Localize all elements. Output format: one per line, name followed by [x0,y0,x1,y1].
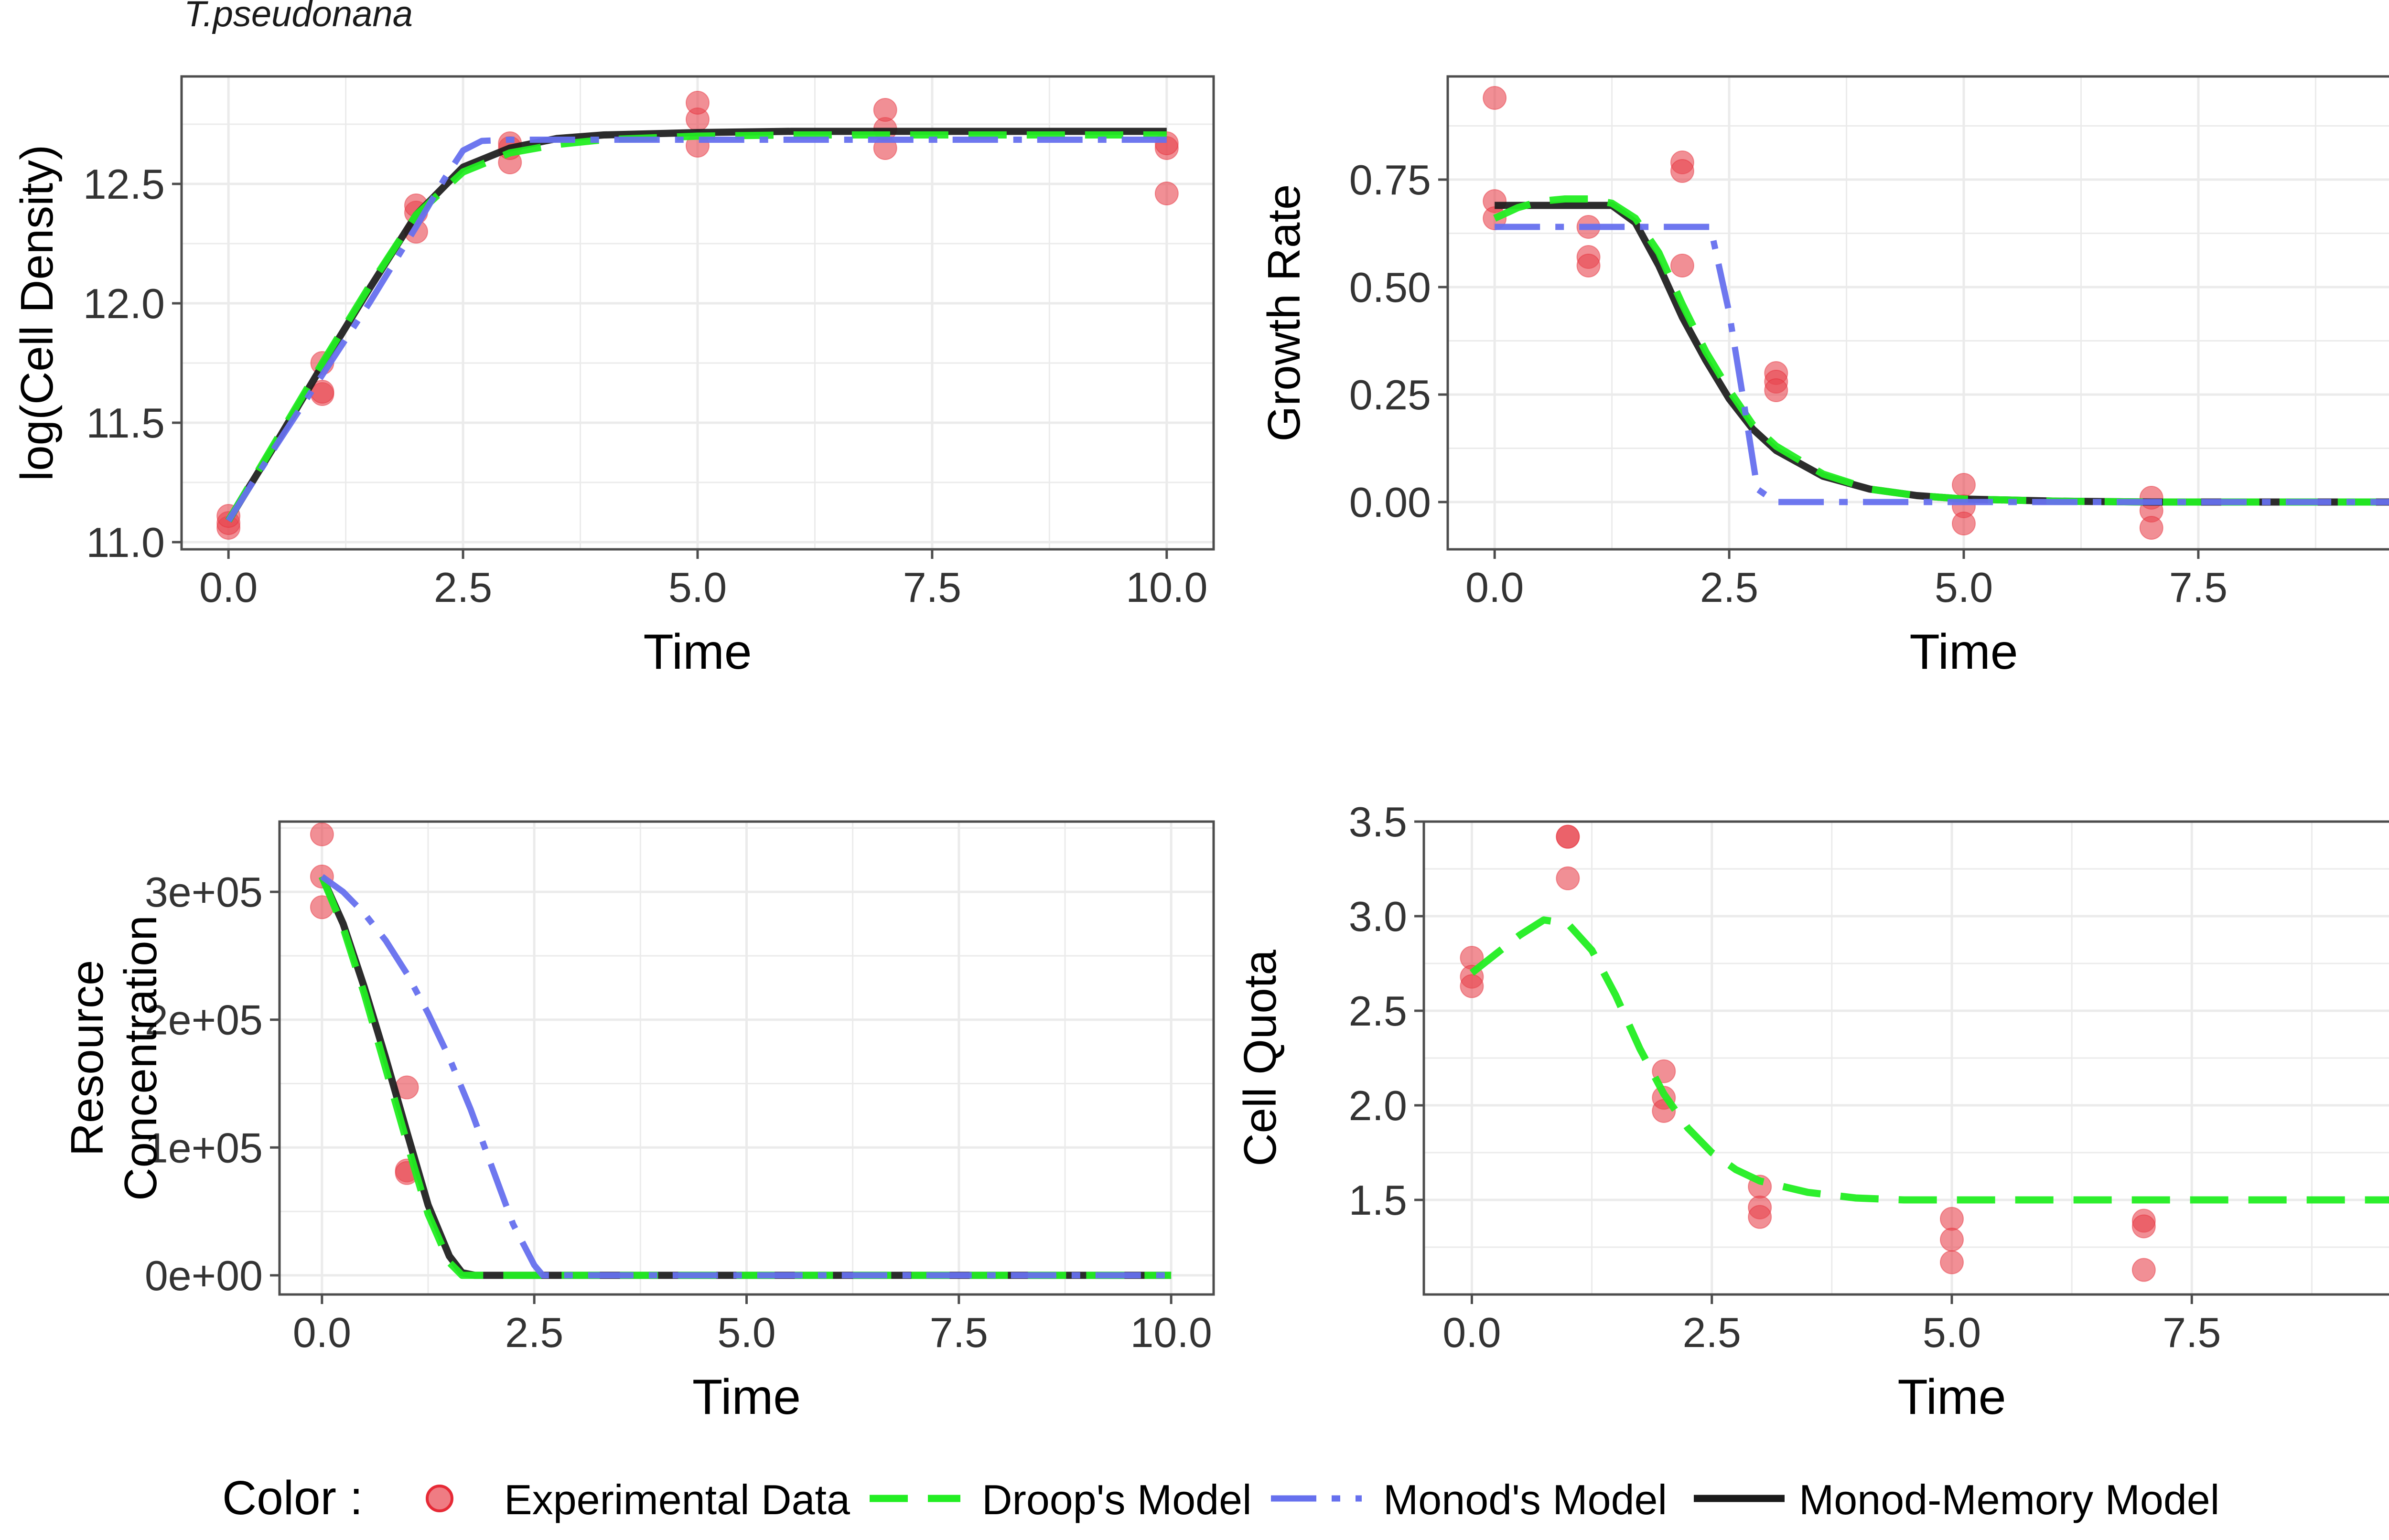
legend-label: Droop's Model [982,1476,1252,1523]
experimental-point-13 [1952,473,1976,497]
chart-panel-1: 0.0 2.5 5.0 7.5 10.0 11.0 11.5 12.0 12.5 Time log(… [11,75,1215,680]
y-tick-label: 12.5 [83,160,165,208]
y-tick-label: 12.0 [83,280,165,327]
x-tick-label: 5.0 [1923,1309,1981,1356]
legend-item-monod: Monod's Model [1271,1476,1667,1523]
experimental-point-5 [1556,824,1580,849]
x-axis-title: Time [1909,624,2018,680]
y-tick-label: 0.50 [1349,264,1431,311]
x-tick-label: 7.5 [2163,1309,2221,1356]
experimental-point-3 [1460,974,1484,998]
panels: 0.0 2.5 5.0 7.5 10.0 11.0 11.5 12.0 12.5 Time log(… [11,75,2389,1425]
y-axis-title: log(Cell Density) [11,145,63,481]
experimental-point-6 [1556,866,1580,890]
x-tick-label: 7.5 [2169,564,2228,611]
x-tick-label: 10.0 [1130,1309,1212,1356]
y-axis-title-line-2: Concentration [115,915,166,1201]
y-tick-label: 3.0 [1349,893,1407,940]
gridlines [1448,76,2389,549]
x-tick-label: 0.0 [293,1309,351,1356]
experimental-point-15 [1952,512,1976,535]
y-tick-label: 3.5 [1349,798,1407,845]
legend-label: Experimental Data [504,1476,850,1523]
x-axis-title: Time [692,1369,801,1425]
y-axis-title: Growth Rate [1259,184,1310,442]
panel-background [1448,76,2389,549]
experimental-point-9 [1670,254,1694,278]
chart-panel-4: 0.02.55.07.510.01.52.02.53.03.5TimeCell … [1235,798,2389,1425]
experimental-point-19 [1154,182,1179,205]
y-tick-label: 2.0 [1349,1082,1407,1129]
y-tick-label: 1e+05 [145,1124,263,1171]
experimental-point-17 [2131,1214,2156,1239]
experimental-point-12 [1764,378,1788,402]
y-axis-title-line-1: Resource [62,960,113,1156]
series-droop-line [1469,916,2389,1204]
plot-area [1483,86,2389,540]
figure-title: T.pseudonana [184,0,413,34]
y-tick-label: 11.0 [86,519,165,566]
gridlines [280,822,1214,1294]
plot-area [216,91,1179,540]
y-tick-label: 2.5 [1349,987,1407,1035]
x-tick-label: 5.0 [717,1309,775,1356]
y-tick-label: 11.5 [86,399,165,447]
experimental-point-12 [1748,1205,1772,1229]
series-monod-line [1495,224,2389,505]
x-tick-label: 2.5 [1700,564,1758,611]
legend-label: Monod-Memory Model [1799,1476,2219,1523]
x-axis-title: Time [643,624,752,680]
x-tick-label: 2.5 [505,1309,563,1356]
x-tick-label: 0.0 [1442,1309,1501,1356]
legend-item-experimental: Experimental Data [426,1476,850,1523]
experimental-point-1 [1483,86,1507,110]
plot-area [310,822,1172,1279]
x-axis-title: Time [1897,1369,2006,1425]
experimental-point-14 [1940,1228,1964,1252]
x-tick-label: 5.0 [1935,564,1993,611]
y-tick-label: 3e+05 [145,868,263,916]
experimental-point-15 [1940,1250,1964,1274]
chart-panel-3: 0.0 2.5 5.0 7.5 10.0 0e+00 1e+05 2e+05 3e+05 Time… [62,820,1215,1425]
gridlines [1424,820,2389,1294]
legend-item-droop: Droop's Model [870,1476,1252,1523]
experimental-point-13 [1940,1207,1964,1231]
legend-label: Monod's Model [1383,1476,1667,1523]
experimental-point-18 [2139,516,2163,540]
series-droop-line [1493,195,2389,506]
legend-title: Color : [222,1471,363,1525]
y-tick-label: 0.75 [1349,156,1431,203]
chart-panel-2: 0.02.55.07.510.00.000.250.500.75TimeGrow… [1259,75,2389,680]
experimental-point-18 [2131,1258,2156,1282]
experimental-point-15 [686,91,710,115]
legend: Color : Experimental Data Droop's Model Mon… [222,1471,2219,1525]
series-droop-line [225,131,1167,523]
x-tick-label: 7.5 [903,564,961,611]
series-monod-line [226,137,1167,523]
y-tick-label: 2e+05 [145,996,263,1044]
x-tick-label: 7.5 [930,1309,988,1356]
x-tick-label: 0.0 [1465,564,1524,611]
x-tick-label: 0.0 [199,564,258,611]
y-axis-title: Cell Quota [1235,950,1286,1166]
x-tick-label: 2.5 [434,564,492,611]
experimental-point-18 [873,98,897,122]
experimental-point-8 [1670,159,1694,183]
legend-item-memory: Monod-Memory Model [1694,1476,2219,1523]
experimental-point-6 [1576,254,1601,278]
y-tick-label: 0.00 [1349,479,1431,526]
x-tick-label: 5.0 [668,564,727,611]
x-tick-label: 2.5 [1683,1309,1741,1356]
experimental-point-1 [310,822,334,846]
plot-area [1460,824,2389,1282]
series-monod-line [320,874,1172,1279]
x-tick-label: 10.0 [1126,564,1207,611]
legend-key-experimental [426,1485,453,1512]
y-tick-label: 0e+00 [145,1252,263,1299]
y-tick-label: 1.5 [1349,1176,1407,1224]
y-tick-label: 0.25 [1349,371,1431,418]
